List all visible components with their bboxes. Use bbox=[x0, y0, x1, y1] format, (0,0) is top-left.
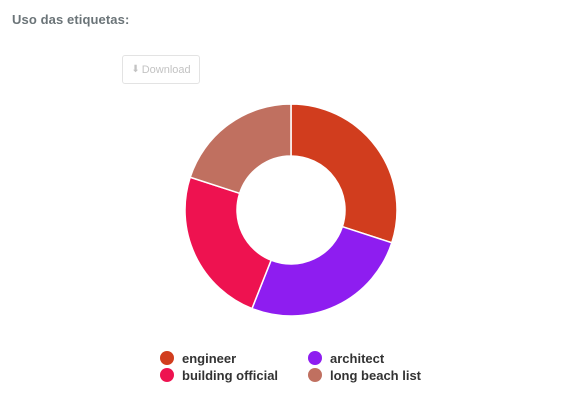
legend-item-engineer[interactable]: engineer bbox=[160, 350, 308, 366]
legend-swatch bbox=[160, 368, 174, 382]
panel-title: Uso das etiquetas: bbox=[12, 12, 130, 27]
legend-swatch bbox=[160, 351, 174, 365]
legend-item-architect[interactable]: architect bbox=[308, 350, 438, 366]
legend-label: architect bbox=[330, 350, 385, 366]
donut-slice-long-beach-list[interactable] bbox=[189, 103, 292, 195]
legend-swatch bbox=[308, 368, 322, 382]
legend-label: long beach list bbox=[330, 367, 422, 383]
download-arrow-icon: ⬇ bbox=[131, 63, 140, 75]
legend-swatch bbox=[308, 351, 322, 365]
legend-label: engineer bbox=[182, 350, 237, 366]
donut-slice-architect[interactable] bbox=[251, 225, 393, 317]
legend-item-building-official[interactable]: building official bbox=[160, 367, 308, 383]
legend-label: building official bbox=[182, 367, 279, 383]
donut-slice-engineer[interactable] bbox=[290, 103, 398, 244]
download-button[interactable]: ⬇ Download bbox=[122, 55, 200, 84]
legend-item-long-beach-list[interactable]: long beach list bbox=[308, 367, 438, 383]
chart-legend: engineer architect building official lon… bbox=[160, 350, 438, 383]
donut-slice-building-official[interactable] bbox=[184, 176, 273, 310]
download-button-label: Download bbox=[141, 63, 191, 76]
